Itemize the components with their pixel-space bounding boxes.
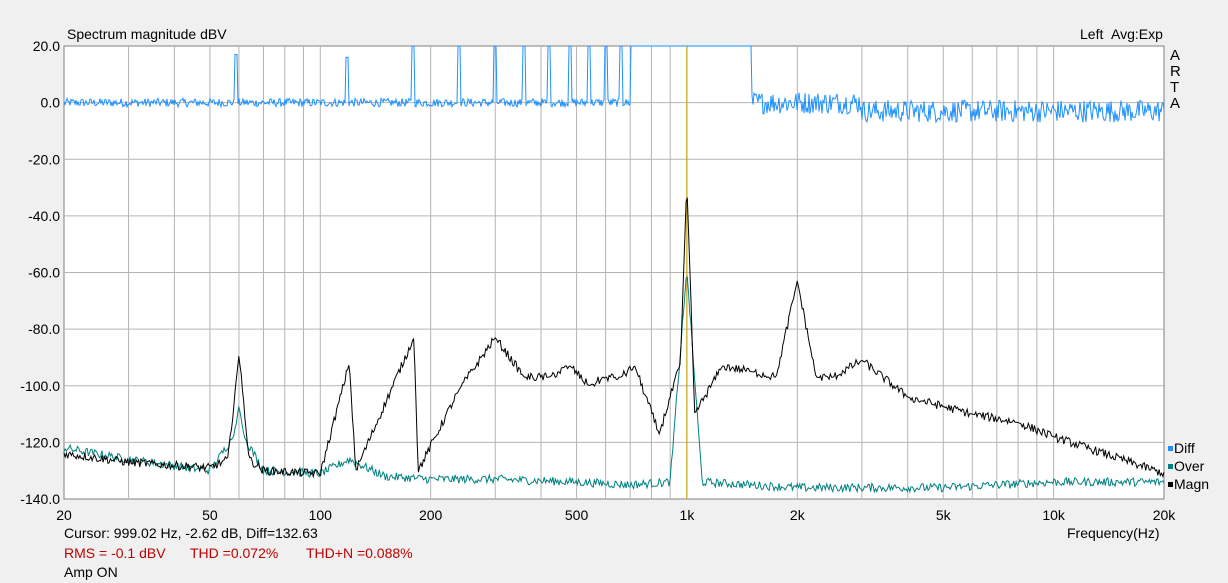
x-tick-label: 5k — [936, 507, 952, 523]
channel-label: Left — [1080, 26, 1104, 42]
y-tick-label: -40.0 — [28, 208, 60, 224]
x-tick-label: 20k — [1153, 507, 1177, 523]
legend-diff[interactable]: Diff — [1168, 440, 1195, 456]
y-tick-label: 20.0 — [33, 38, 60, 54]
legend-diff-label: Diff — [1174, 440, 1195, 456]
thdn-readout: THD+N =0.088% — [306, 545, 413, 561]
thd-readout: THD =0.072% — [190, 545, 279, 561]
x-tick-label: 500 — [565, 507, 589, 523]
legend-over-label: Over — [1174, 458, 1205, 474]
legend-diff-swatch — [1168, 445, 1173, 451]
x-tick-labels: 20 50 100 200 500 1k 2k 5k 10k 20k — [56, 507, 1176, 523]
brand-letter-r: R — [1170, 63, 1181, 80]
legend-magn-label: Magn — [1174, 476, 1210, 492]
legend-over-swatch — [1168, 463, 1173, 469]
cursor-readout: Cursor: 999.02 Hz, -2.62 dB, Diff=132.63 — [64, 525, 318, 541]
y-tick-labels: 20.0 0.0 -20.0 -40.0 -60.0 -80.0 -100.0 -120.0 -… — [20, 38, 60, 507]
series-diff — [63, 45, 1165, 124]
y-tick-label: -20.0 — [28, 151, 60, 167]
series-magn — [63, 197, 1165, 479]
brand-letter-a1: A — [1170, 47, 1181, 64]
legend-magn[interactable]: Magn — [1168, 476, 1209, 492]
averaging-label: Avg:Exp — [1111, 26, 1163, 42]
y-tick-label: -140.0 — [20, 491, 60, 507]
y-tick-label: -120.0 — [20, 434, 60, 450]
legend-magn-swatch — [1168, 481, 1173, 487]
y-tick-label: 0.0 — [41, 95, 61, 111]
y-tick-label: -80.0 — [28, 321, 60, 337]
y-tick-label: -60.0 — [28, 265, 60, 281]
chart-title: Spectrum magnitude dBV — [67, 26, 227, 42]
amp-status: Amp ON — [64, 564, 118, 580]
x-tick-label: 10k — [1042, 507, 1066, 523]
series-layer — [63, 45, 1165, 499]
x-axis-label: Frequency(Hz) — [1067, 525, 1160, 541]
x-tick-label: 200 — [419, 507, 443, 523]
y-tick-label: -100.0 — [20, 378, 60, 394]
x-tick-label: 50 — [202, 507, 218, 523]
x-tick-label: 2k — [790, 507, 806, 523]
x-tick-label: 1k — [680, 507, 696, 523]
x-tick-label: 20 — [56, 507, 72, 523]
x-tick-label: 100 — [309, 507, 333, 523]
legend-over[interactable]: Over — [1168, 458, 1204, 474]
brand-letter-a2: A — [1170, 95, 1181, 112]
brand-letter-t: T — [1170, 79, 1180, 96]
rms-readout: RMS = -0.1 dBV — [64, 545, 166, 561]
